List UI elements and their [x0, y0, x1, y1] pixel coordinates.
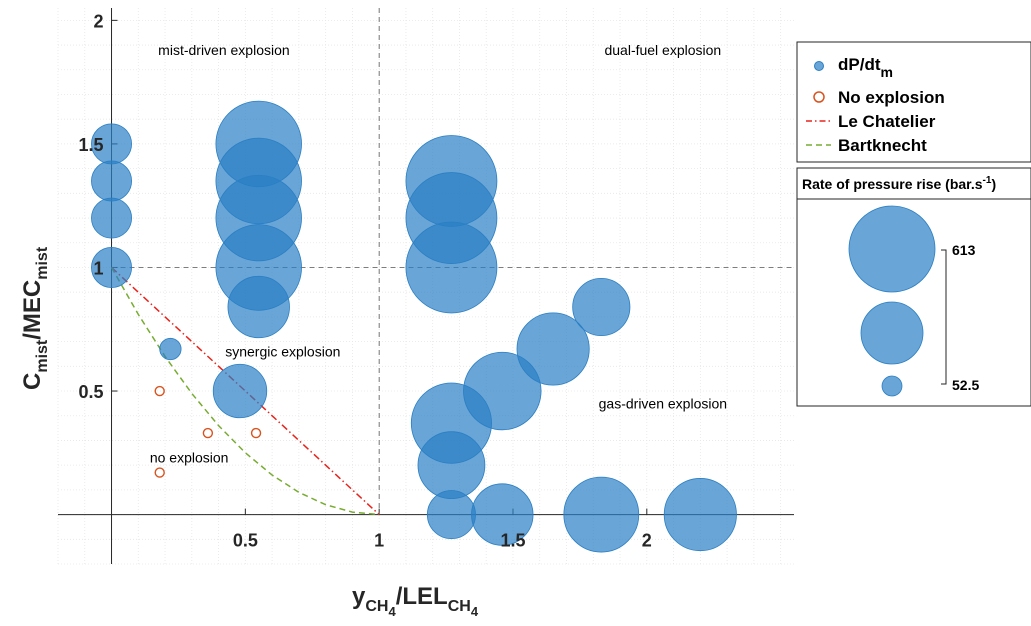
bubble-point — [91, 246, 132, 288]
bubble-point — [426, 490, 476, 540]
reference-lines — [111, 8, 794, 515]
size-legend-bracket — [941, 249, 947, 385]
y-tick-label: 1.5 — [78, 135, 103, 155]
legend-bartknecht-label: Bartknecht — [838, 136, 927, 155]
y-tick-label: 1 — [94, 258, 104, 278]
size-legend-large-bubble — [848, 205, 936, 293]
legend-noexp-marker — [813, 91, 825, 103]
region-label: mist-driven explosion — [158, 42, 290, 58]
bubble-point — [663, 478, 737, 552]
region-label: no explosion — [150, 450, 229, 466]
x-tick-label: 2 — [642, 531, 652, 551]
size-legend-small-bubble — [881, 375, 903, 397]
y-tick-label: 0.5 — [78, 382, 103, 402]
legend-bubble-marker — [814, 61, 824, 71]
region-label: synergic explosion — [225, 343, 340, 359]
region-labels: mist-driven explosion dual-fuel explosion… — [150, 42, 727, 466]
bubble-point — [463, 351, 542, 431]
x-tick-label: 0.5 — [233, 531, 258, 551]
size-legend-mid-bubble — [860, 301, 924, 365]
legend-box — [796, 41, 1031, 163]
bubble-point — [471, 483, 534, 546]
model-curves — [110, 266, 380, 516]
size-legend-max-label: 613 — [952, 242, 976, 258]
legend: dP/dtm No explosion Le Chatelier Bartkne… — [796, 41, 1031, 163]
bubble-point — [563, 476, 640, 553]
no-explosion-series — [154, 385, 262, 478]
bubble-point — [212, 363, 268, 419]
x-tick-label: 1 — [374, 531, 384, 551]
legend-lechatelier-label: Le Chatelier — [838, 112, 936, 131]
y-tick-label: 2 — [94, 11, 104, 31]
no-explosion-point — [154, 467, 165, 478]
size-legend-box — [796, 167, 1031, 407]
region-label: dual-fuel explosion — [604, 42, 721, 58]
bubble-point — [405, 221, 498, 314]
bubble-series — [91, 100, 737, 553]
no-explosion-point — [202, 427, 214, 439]
size-legend: Rate of pressure rise (bar.s-1) 613 52.5 — [796, 167, 1031, 407]
size-legend-min-label: 52.5 — [952, 377, 979, 393]
tick-labels: 0.5 1 1.5 2 0.5 1 1.5 2 — [78, 11, 651, 550]
size-legend-title: Rate of pressure rise (bar.s-1) — [802, 175, 996, 192]
region-label: gas-driven explosion — [599, 395, 727, 411]
x-axis-label: yCH4/LELCH4 — [352, 583, 479, 619]
bartknecht-line — [110, 267, 380, 516]
bubble-point — [572, 277, 631, 337]
legend-bubble-label: dP/dtm — [838, 55, 893, 80]
bubble-point — [91, 160, 132, 202]
bubble-point — [91, 197, 132, 239]
y-axis-label: Cmist/MECmist — [19, 246, 51, 390]
bubble-point — [516, 312, 590, 386]
legend-noexp-label: No explosion — [838, 88, 945, 107]
bubble-point — [159, 337, 182, 361]
lechatelier-line — [111, 266, 380, 516]
no-explosion-point — [154, 385, 165, 397]
x-tick-label: 1.5 — [500, 531, 525, 551]
no-explosion-point — [250, 427, 262, 439]
bubble-point — [227, 275, 290, 339]
bubble-point — [417, 431, 486, 500]
